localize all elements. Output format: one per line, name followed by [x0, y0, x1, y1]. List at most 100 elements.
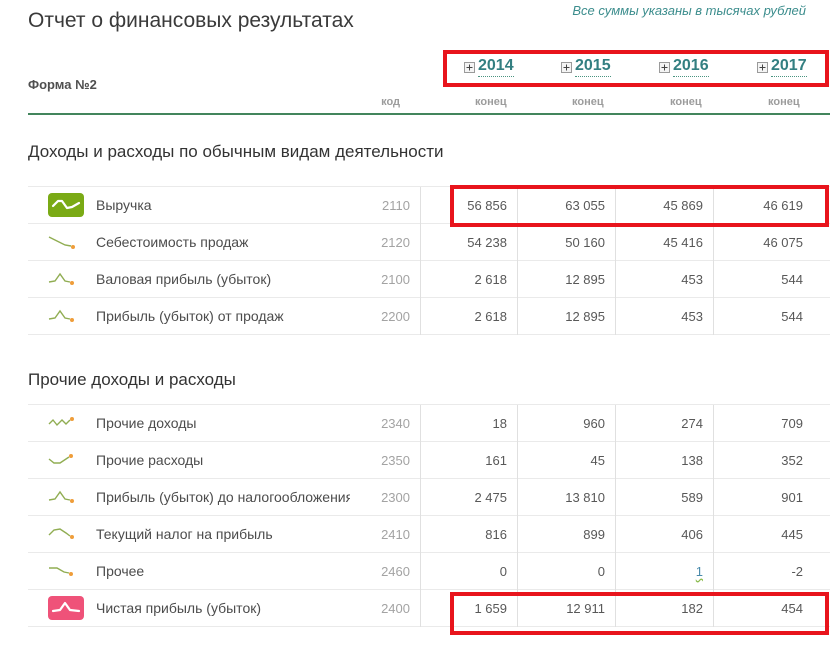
year-link[interactable]: 2016	[673, 57, 709, 77]
period-label: конец	[572, 96, 604, 108]
value-cell: 709	[713, 404, 830, 442]
value-cell: 46 619	[713, 186, 830, 224]
other-results-table: Прочие доходы 2340 18 960 274 709 Прочие…	[28, 404, 830, 627]
sparkline-peak-icon	[28, 307, 90, 325]
value-cell: -2	[713, 552, 830, 590]
row-code: 2120	[381, 234, 410, 250]
section-title-operating: Доходы и расходы по обычным видам деятел…	[28, 142, 444, 161]
value-cell: 1	[615, 552, 713, 590]
row-code: 2110	[382, 197, 410, 213]
table-row-other: Прочее 2460 0 0 1 -2	[28, 552, 830, 590]
row-code: 2400	[381, 600, 410, 616]
value-cell: 12 895	[517, 260, 615, 298]
value-cell: 453	[615, 260, 713, 298]
value-cell: 544	[713, 297, 830, 335]
value-cell: 161	[420, 441, 517, 479]
period-label: конец	[475, 96, 507, 108]
value-cell: 18	[420, 404, 517, 442]
row-code: 2200	[381, 308, 410, 324]
row-label: Текущий налог на прибыль	[96, 526, 273, 542]
expand-year-icon[interactable]	[561, 61, 572, 73]
section-title-other: Прочие доходы и расходы	[28, 370, 236, 389]
year-column-2016: 2016	[615, 53, 713, 81]
value-cell: 544	[713, 260, 830, 298]
year-link[interactable]: 2015	[575, 57, 611, 77]
sparkline-badge-green-icon	[28, 193, 90, 217]
row-label: Прочие расходы	[96, 452, 204, 468]
year-columns-header: 2014 2015 2016 2017	[420, 53, 830, 81]
table-row-revenue: Выручка 2110 56 856 63 055 45 869 46 619	[28, 186, 830, 224]
expand-year-icon[interactable]	[659, 61, 670, 73]
value-cell: 45 869	[615, 186, 713, 224]
value-cell: 2 618	[420, 260, 517, 298]
period-label: конец	[768, 96, 800, 108]
value-cell: 2 618	[420, 297, 517, 335]
sparkline-peak-icon	[28, 270, 90, 288]
value-cell: 816	[420, 515, 517, 553]
value-cell: 453	[615, 297, 713, 335]
value-cell: 45	[517, 441, 615, 479]
year-link[interactable]: 2017	[771, 57, 807, 77]
year-column-2017: 2017	[713, 53, 830, 81]
operating-results-table: Выручка 2110 56 856 63 055 45 869 46 619…	[28, 186, 830, 335]
value-cell: 54 238	[420, 223, 517, 261]
expand-year-icon[interactable]	[757, 61, 768, 73]
table-row-cost: Себестоимость продаж 2120 54 238 50 160 …	[28, 223, 830, 261]
value-cell: 12 911	[517, 589, 615, 627]
row-label: Валовая прибыль (убыток)	[96, 271, 272, 287]
value-cell: 12 895	[517, 297, 615, 335]
value-cell: 56 856	[420, 186, 517, 224]
code-column-label: код	[381, 96, 400, 108]
sparkline-flat-down-icon	[28, 562, 90, 580]
row-label: Прибыль (убыток) до налогообложения	[96, 489, 350, 505]
table-row-other-income: Прочие доходы 2340 18 960 274 709	[28, 404, 830, 442]
expand-year-icon[interactable]	[464, 61, 475, 73]
row-code: 2410	[381, 526, 410, 542]
value-cell: 182	[615, 589, 713, 627]
table-row-pretax-profit: Прибыль (убыток) до налогообложения 2300…	[28, 478, 830, 516]
row-label: Прочее	[96, 563, 145, 579]
row-label: Прочие доходы	[96, 415, 197, 431]
value-cell: 406	[615, 515, 713, 553]
row-code: 2300	[381, 489, 410, 505]
table-row-gross-profit: Валовая прибыль (убыток) 2100 2 618 12 8…	[28, 260, 830, 298]
row-label: Выручка	[96, 197, 152, 213]
value-cell: 0	[517, 552, 615, 590]
form-number-label: Форма №2	[28, 77, 97, 92]
value-cell: 445	[713, 515, 830, 553]
header-divider	[28, 113, 830, 115]
row-code: 2340	[381, 415, 410, 431]
period-label: конец	[670, 96, 702, 108]
value-cell: 138	[615, 441, 713, 479]
value-cell: 454	[713, 589, 830, 627]
sparkline-peak-icon	[28, 488, 90, 506]
sparkline-badge-pink-icon	[28, 596, 90, 620]
value-cell: 899	[517, 515, 615, 553]
row-code: 2460	[381, 563, 410, 579]
value-cell: 63 055	[517, 186, 615, 224]
year-column-2014: 2014	[420, 53, 517, 81]
value-cell: 1 659	[420, 589, 517, 627]
value-cell: 0	[420, 552, 517, 590]
value-hint-link[interactable]: 1	[695, 563, 703, 579]
value-cell: 589	[615, 478, 713, 516]
value-cell: 45 416	[615, 223, 713, 261]
table-row-other-expenses: Прочие расходы 2350 161 45 138 352	[28, 441, 830, 479]
sparkline-zigzag-icon	[28, 414, 90, 432]
year-link[interactable]: 2014	[478, 57, 514, 77]
sparkline-down-icon	[28, 233, 90, 251]
row-label: Прибыль (убыток) от продаж	[96, 308, 284, 324]
value-cell: 2 475	[420, 478, 517, 516]
table-row-net-profit: Чистая прибыль (убыток) 2400 1 659 12 91…	[28, 589, 830, 627]
row-label: Себестоимость продаж	[96, 234, 249, 250]
table-row-sales-profit: Прибыль (убыток) от продаж 2200 2 618 12…	[28, 297, 830, 335]
value-cell: 901	[713, 478, 830, 516]
value-cell: 274	[615, 404, 713, 442]
year-column-2015: 2015	[517, 53, 615, 81]
value-cell: 46 075	[713, 223, 830, 261]
page-title: Отчет о финансовых результатах	[28, 9, 354, 32]
units-note: Все суммы указаны в тысячах рублей	[572, 3, 806, 18]
table-row-income-tax: Текущий налог на прибыль 2410 816 899 40…	[28, 515, 830, 553]
period-labels-row: конец конец конец конец	[420, 96, 830, 108]
